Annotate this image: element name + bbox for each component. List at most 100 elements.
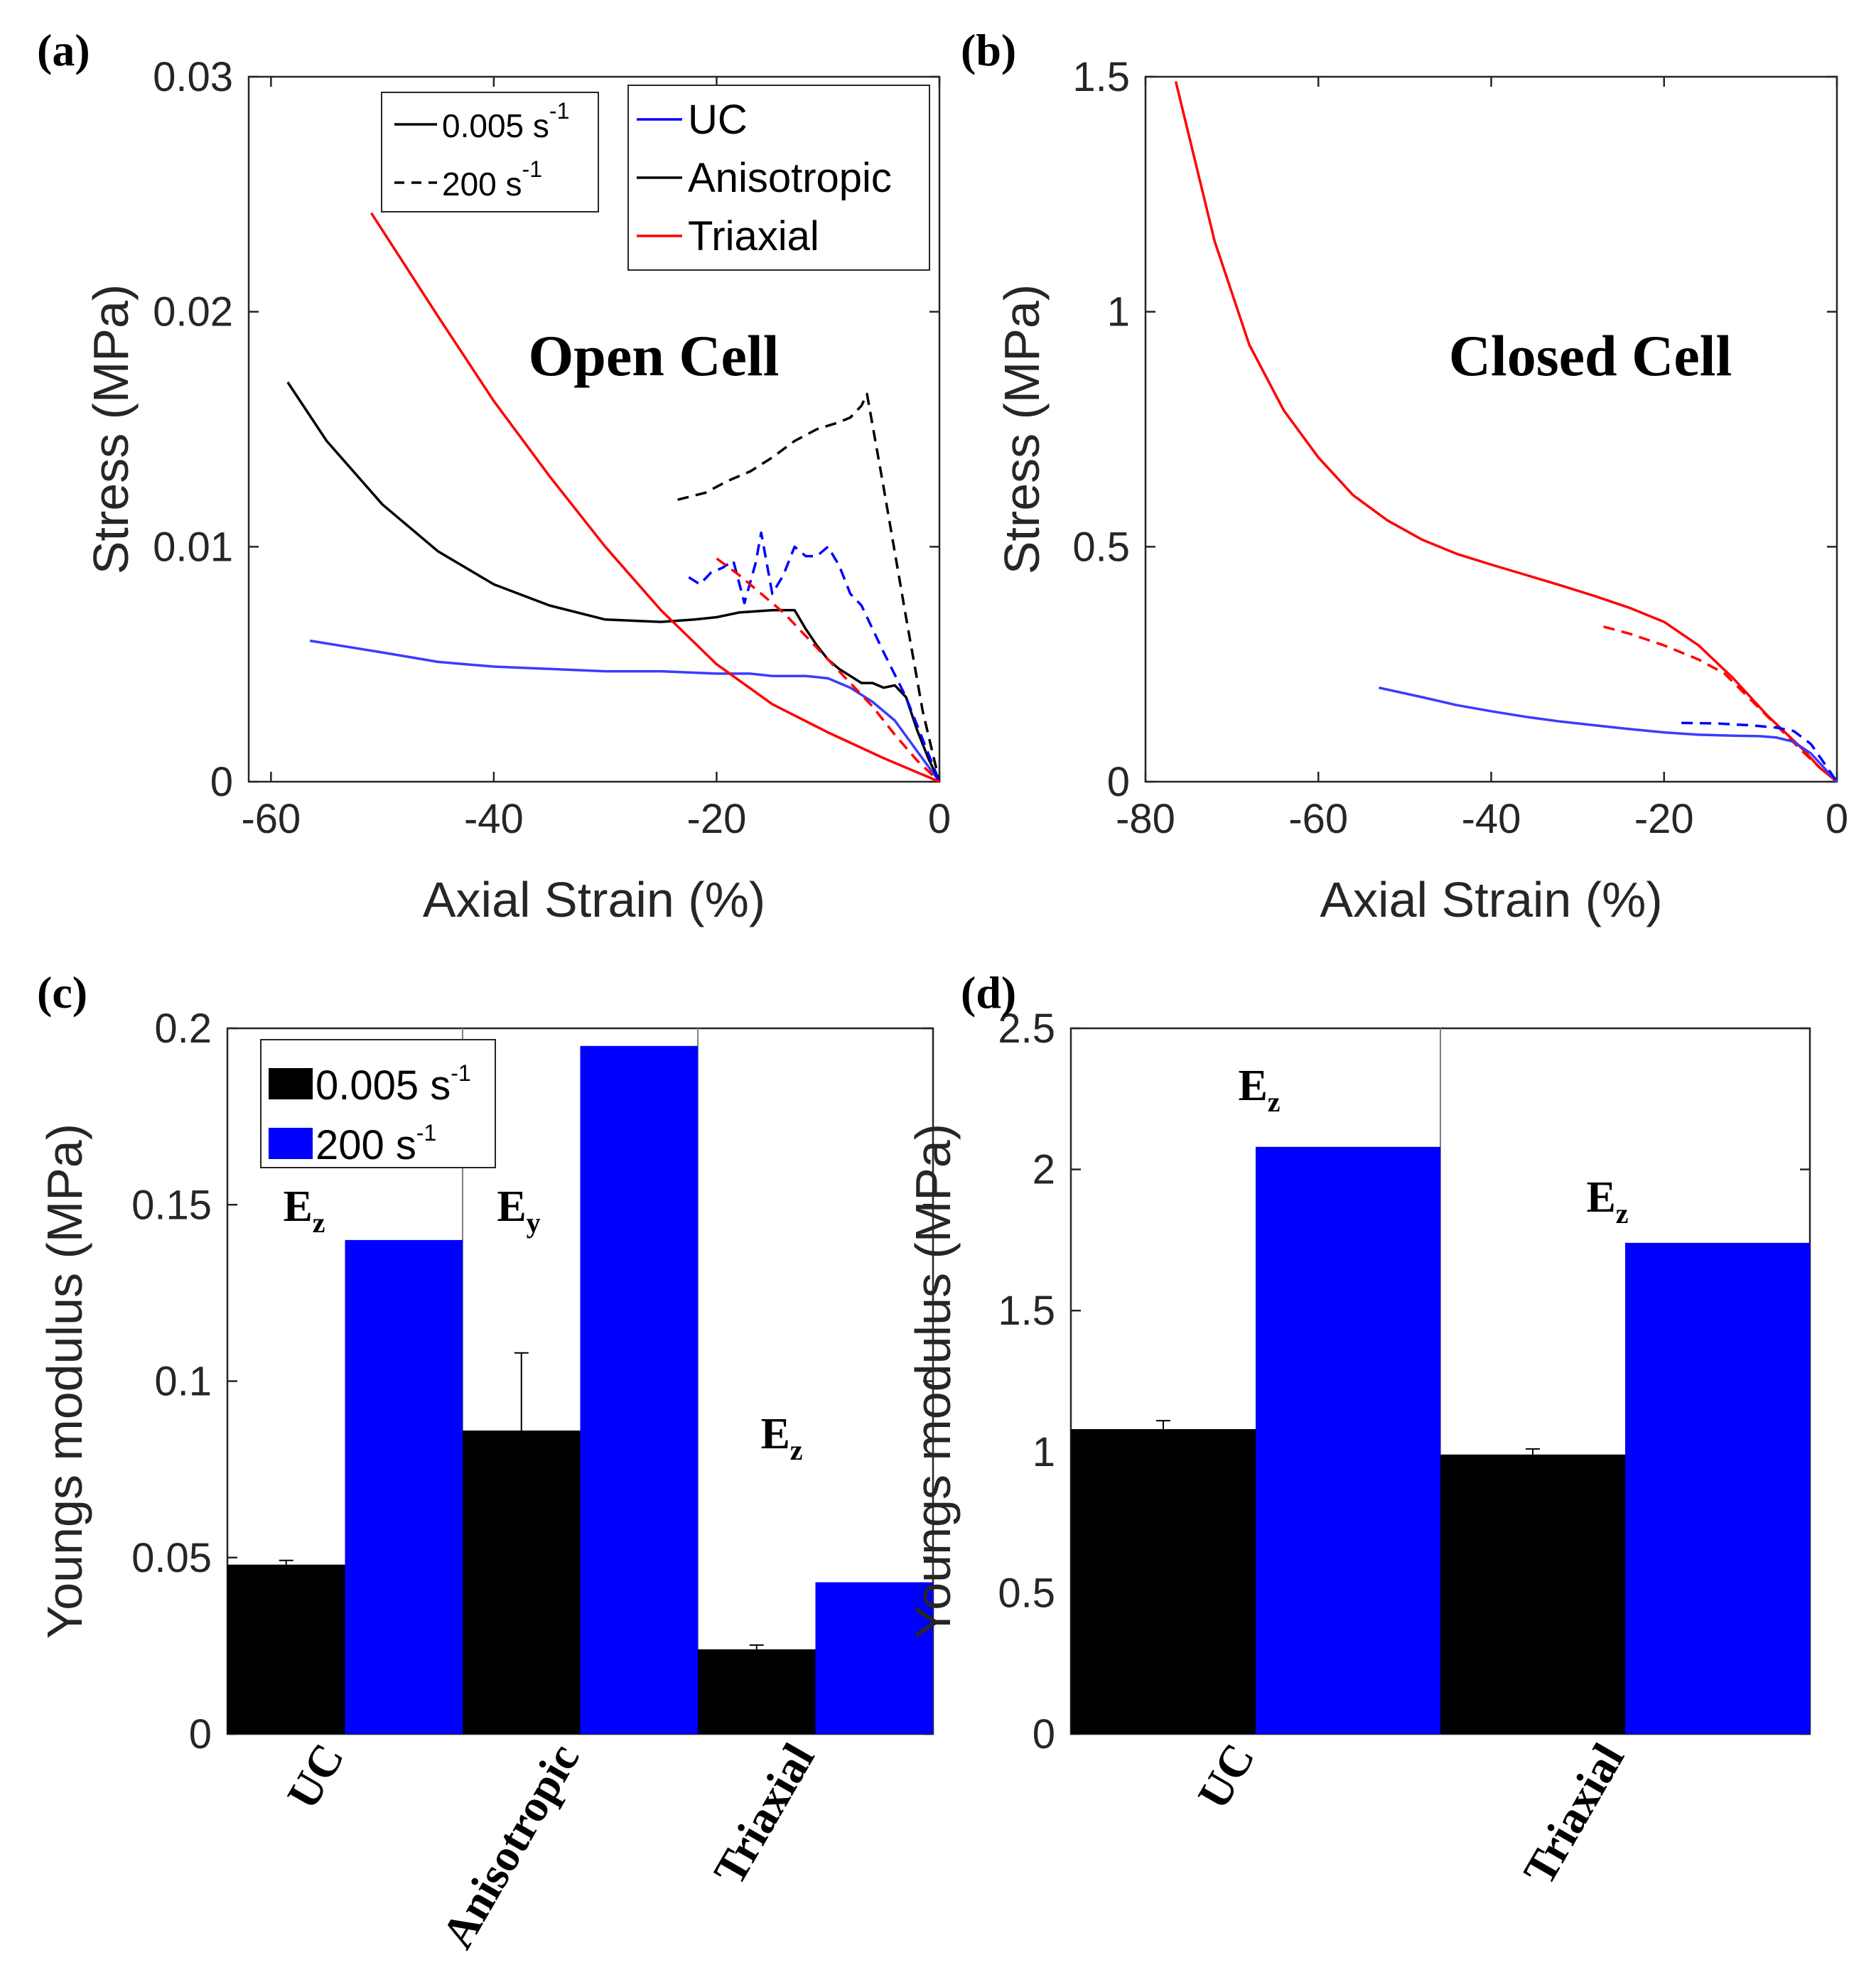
x-tick-label: -60 — [1288, 796, 1348, 842]
modulus-annotation-main: E — [1238, 1062, 1267, 1110]
y-tick-label: 0 — [210, 759, 233, 805]
legend-model-label: Anisotropic — [688, 155, 892, 201]
legend-rate-label-main: 0.005 s — [442, 107, 549, 144]
bar-c-1-1 — [580, 1045, 698, 1734]
x-tick-label: -20 — [687, 796, 747, 842]
legend-label-main: 0.005 s — [316, 1062, 451, 1109]
legend-label-main: 200 s — [316, 1122, 416, 1168]
y-axis-label: Stress (MPa) — [83, 284, 139, 574]
series-line-a-4 — [688, 531, 941, 782]
x-tick-label: -40 — [464, 796, 524, 842]
y-tick-label: 1 — [1033, 1429, 1055, 1475]
y-axis-label: Youngs modulus (MPa) — [905, 1124, 961, 1639]
x-axis-label: Axial Strain (%) — [1320, 872, 1662, 927]
modulus-annotation: Ez — [1238, 1062, 1280, 1118]
x-tick-label: -20 — [1634, 796, 1694, 842]
bar-c-1-0 — [345, 1239, 463, 1734]
y-tick-label: 2.5 — [998, 1006, 1055, 1052]
legend-rate-label-sup: -1 — [549, 98, 569, 124]
y-tick-label: 0.02 — [153, 289, 233, 335]
y-tick-label: 0.5 — [1072, 524, 1130, 570]
series-line-a-2 — [370, 212, 940, 783]
plot-area-b — [1144, 75, 1838, 783]
y-tick-label: 1.5 — [1072, 54, 1130, 100]
category-label: UC — [1187, 1735, 1264, 1818]
legend-label: 0.005 s-1 — [316, 1060, 471, 1109]
legend-swatch — [269, 1128, 313, 1159]
x-tick-label: -80 — [1116, 796, 1175, 842]
legend-label: 200 s-1 — [316, 1120, 436, 1168]
x-tick-label: -60 — [241, 796, 301, 842]
x-tick-label: 0 — [928, 796, 951, 842]
y-tick-label: 0.01 — [153, 524, 233, 570]
bar-d-1-0 — [1256, 1146, 1440, 1734]
x-tick-label: 0 — [1826, 796, 1848, 842]
bar-c-0-2 — [698, 1649, 816, 1734]
legend-rate-label-sup: -1 — [522, 156, 542, 182]
y-tick-label: 0 — [1033, 1711, 1055, 1757]
modulus-annotation-main: E — [1586, 1173, 1615, 1222]
bar-c-0-1 — [463, 1431, 581, 1734]
y-tick-label: 0.15 — [131, 1182, 212, 1228]
modulus-annotation-main: E — [283, 1183, 312, 1231]
legend-label-sup: -1 — [416, 1120, 436, 1146]
bar-d-1-1 — [1625, 1242, 1810, 1734]
y-tick-label: 1.5 — [998, 1288, 1055, 1334]
series-line-b-2 — [1379, 686, 1838, 783]
modulus-annotation: Ez — [283, 1183, 325, 1239]
y-axis-label: Stress (MPa) — [994, 284, 1050, 574]
legend-rate-label-main: 200 s — [442, 166, 522, 203]
panel-label: (d) — [961, 967, 1016, 1018]
bar-c-1-2 — [815, 1582, 933, 1734]
modulus-annotation-sub: y — [527, 1207, 541, 1239]
panel-label: (a) — [37, 25, 90, 75]
y-tick-label: 0.05 — [131, 1535, 212, 1581]
series-line-b-0 — [1174, 81, 1838, 783]
panel-label: (c) — [37, 967, 87, 1018]
x-axis-label: Axial Strain (%) — [423, 872, 765, 927]
series-line-b-1 — [1603, 625, 1838, 783]
legend-rate-box — [381, 92, 599, 212]
legend-rate-label: 0.005 s-1 — [442, 98, 569, 144]
legend-model-label: UC — [688, 97, 748, 143]
modulus-annotation-sub: z — [1616, 1197, 1629, 1229]
y-tick-label: 0 — [1107, 759, 1130, 805]
modulus-annotation-sub: z — [1268, 1086, 1281, 1118]
y-tick-label: 1 — [1107, 289, 1130, 335]
y-axis-label: Youngs modulus (MPa) — [37, 1124, 92, 1639]
x-tick-label: -40 — [1462, 796, 1521, 842]
y-tick-label: 0.1 — [154, 1359, 212, 1405]
series-line-a-5 — [716, 557, 941, 783]
modulus-annotation-sub: z — [790, 1434, 803, 1466]
bar-d-0-0 — [1071, 1429, 1256, 1734]
category-label: Anisotropic — [432, 1735, 589, 1957]
y-tick-label: 0.5 — [998, 1570, 1055, 1616]
y-tick-label: 2 — [1033, 1147, 1055, 1193]
legend-label-sup: -1 — [451, 1060, 470, 1086]
y-tick-label: 0.2 — [154, 1006, 212, 1052]
bar-c-0-0 — [227, 1564, 345, 1734]
y-tick-label: 0.03 — [153, 54, 233, 100]
series-line-a-3 — [677, 392, 941, 782]
panel-label: (b) — [961, 25, 1016, 75]
series-line-a-0 — [309, 639, 941, 783]
legend-swatch — [269, 1068, 313, 1099]
series-line-a-1 — [286, 381, 941, 782]
bar-d-0-1 — [1440, 1454, 1625, 1734]
modulus-annotation-main: E — [760, 1410, 789, 1458]
legend-model-label: Triaxial — [688, 213, 819, 259]
category-label: UC — [277, 1735, 354, 1818]
modulus-annotation: Ez — [760, 1410, 802, 1466]
modulus-annotation-main: E — [497, 1183, 526, 1231]
modulus-annotation-sub: z — [313, 1207, 325, 1239]
category-label: Triaxial — [704, 1735, 824, 1893]
category-label: Triaxial — [1514, 1735, 1634, 1893]
series-line-b-3 — [1681, 721, 1838, 782]
chart-title: Open Cell — [528, 323, 779, 388]
chart-title: Closed Cell — [1449, 323, 1732, 388]
modulus-annotation: Ez — [1586, 1173, 1628, 1229]
legend-rate-label: 200 s-1 — [442, 156, 542, 203]
y-tick-label: 0 — [189, 1711, 212, 1757]
modulus-annotation: Ey — [497, 1183, 540, 1239]
